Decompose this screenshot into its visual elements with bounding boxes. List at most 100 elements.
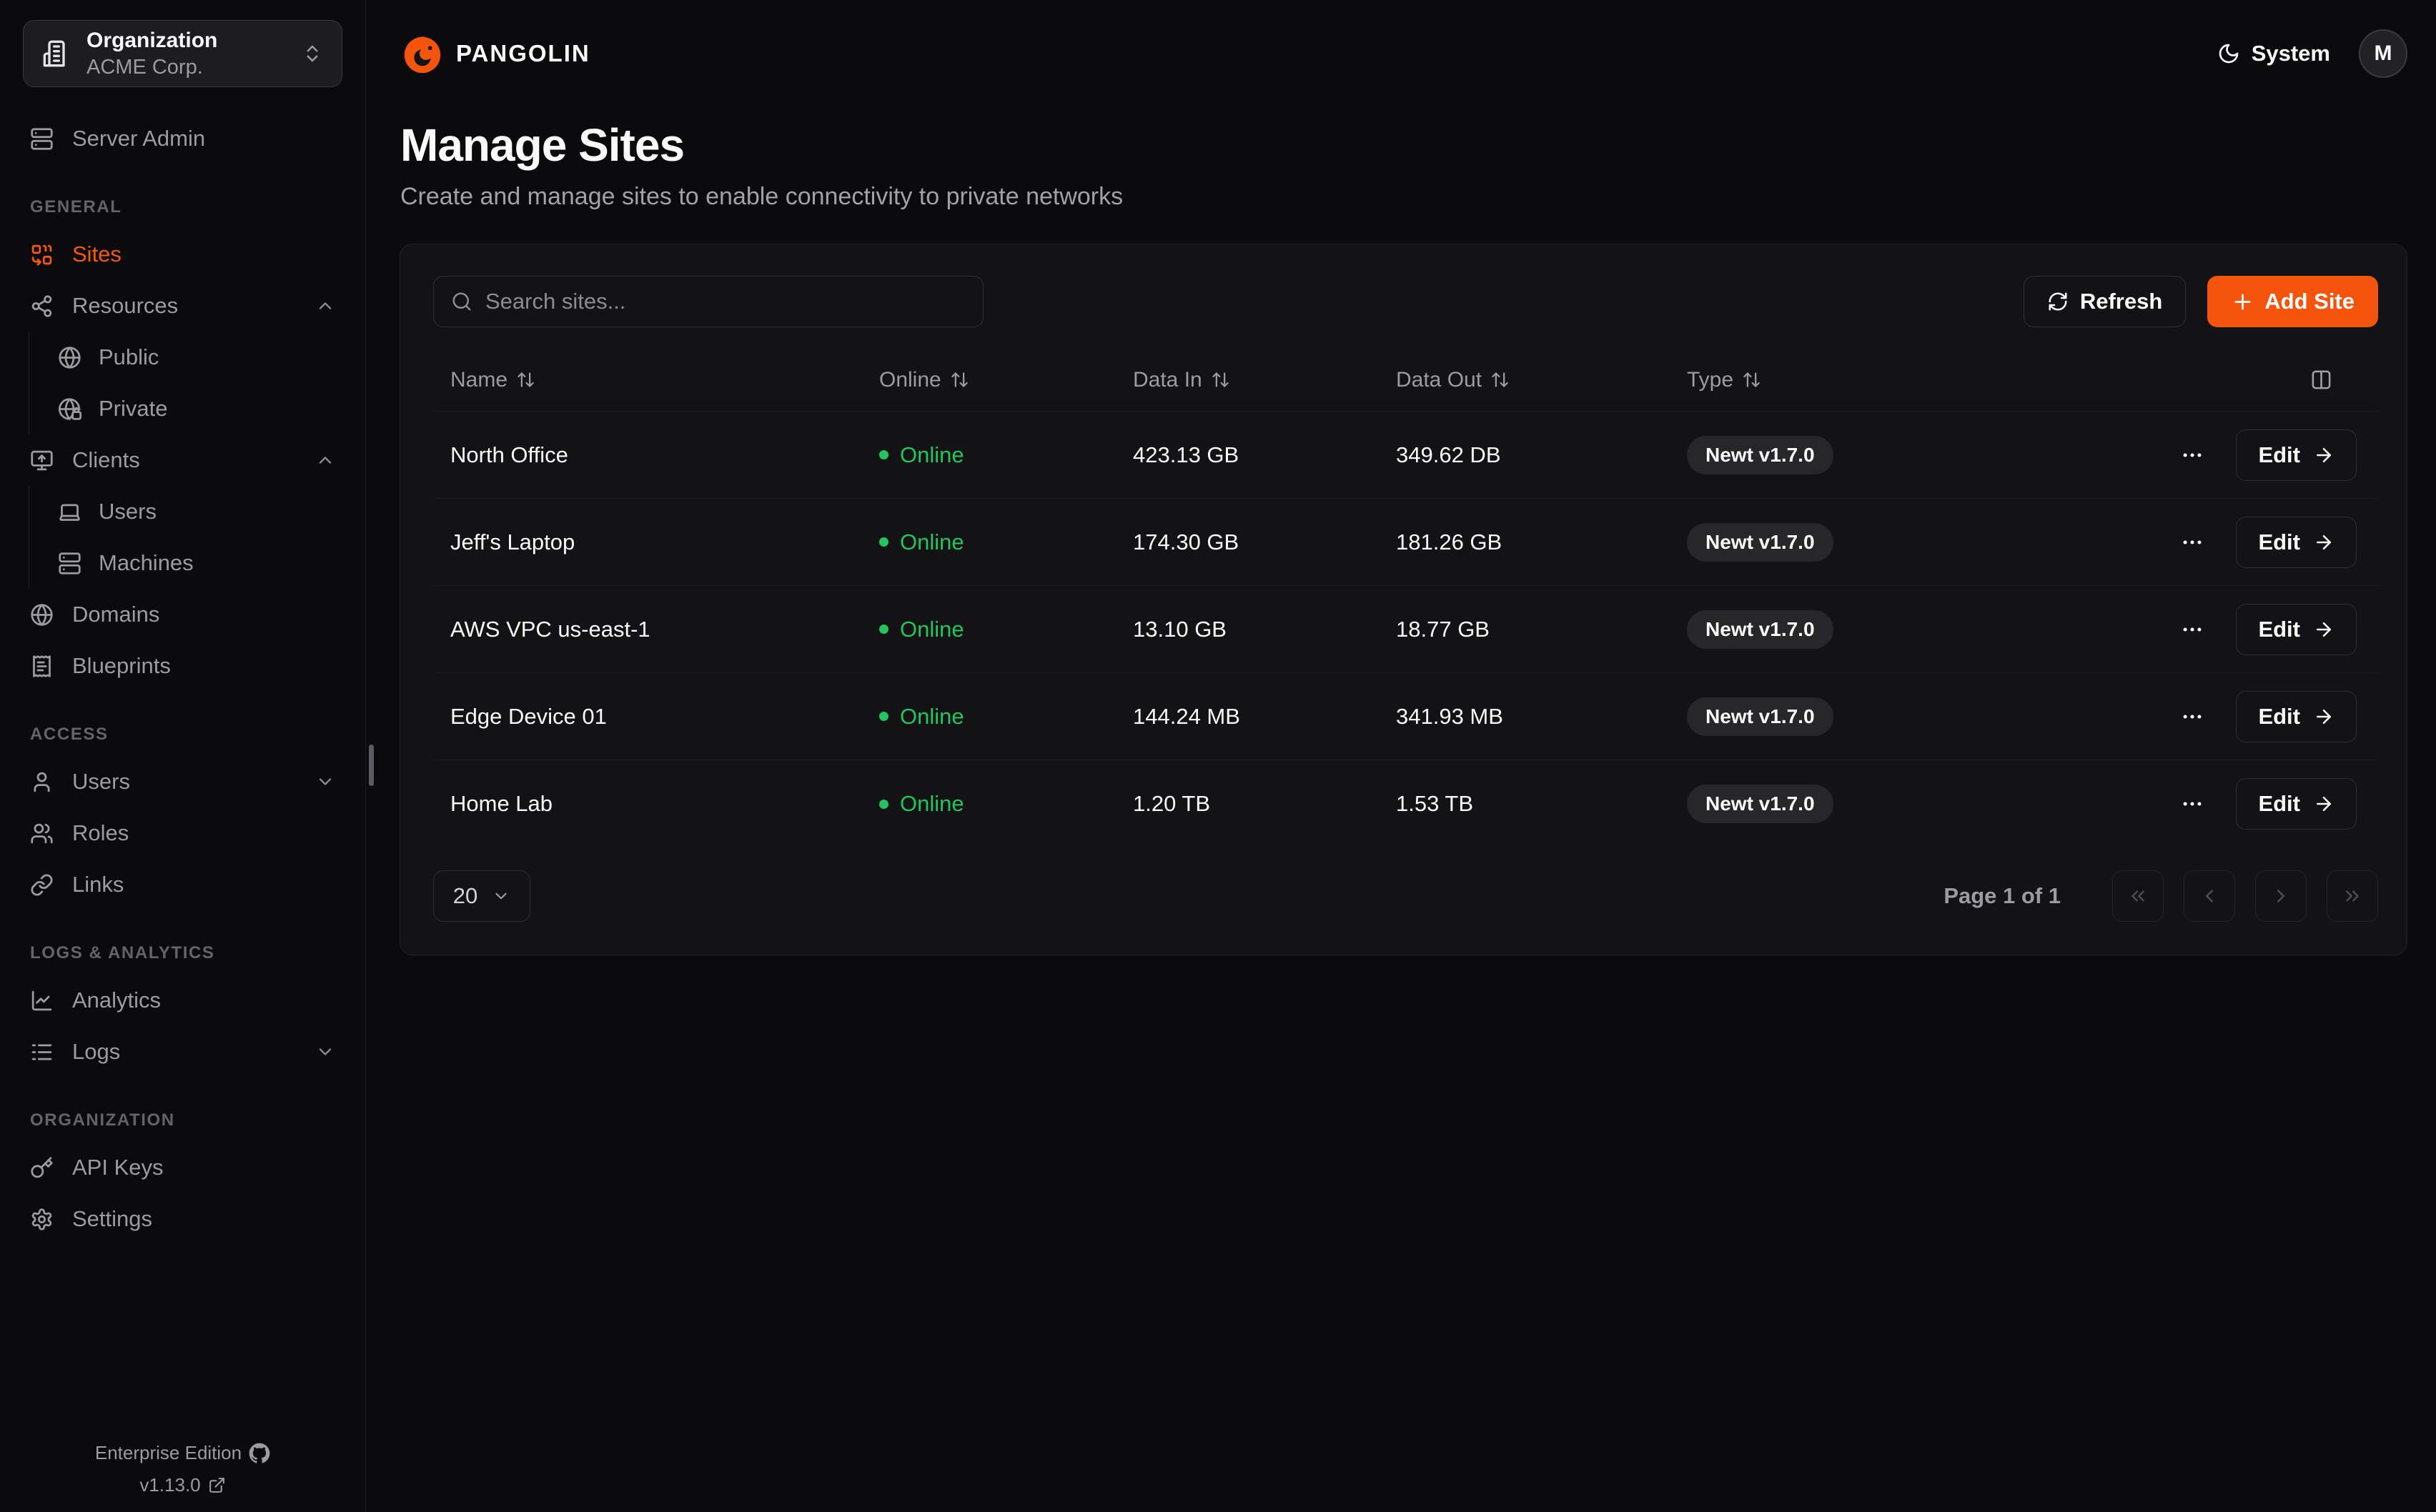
org-switcher-value: ACME Corp. <box>86 55 203 79</box>
chevron-down-icon <box>319 1048 332 1055</box>
site-type-badge: Newt v1.7.0 <box>1687 522 1833 562</box>
chevron-right-icon <box>2277 890 2284 902</box>
sites-card: Refresh Add Site Name <box>400 244 2407 955</box>
sidebar-item-settings[interactable]: Settings <box>14 1193 351 1245</box>
edit-button[interactable]: Edit <box>2236 778 2357 830</box>
sidebar-item-label: Sites <box>72 242 122 267</box>
sidebar-item-label: Users <box>72 769 130 794</box>
chevron-up-icon <box>319 457 332 464</box>
sort-icon <box>1743 372 1760 387</box>
table-header-row: Name Online Data In <box>433 349 2378 412</box>
site-name: Jeff's Laptop <box>450 529 575 554</box>
edit-button[interactable]: Edit <box>2236 603 2357 655</box>
site-status: Online <box>862 617 1116 642</box>
clients-subnav: Users Machines <box>29 486 351 589</box>
chevron-up-icon <box>319 302 332 309</box>
sidebar-item-users[interactable]: Users <box>14 756 351 807</box>
avatar-initial: M <box>2374 41 2392 65</box>
pagination: Page 1 of 1 <box>1944 870 2378 922</box>
row-menu-button[interactable] <box>2180 530 2204 554</box>
refresh-button[interactable]: Refresh <box>2023 276 2187 327</box>
moon-icon <box>2219 44 2239 64</box>
sidebar-item-label: Settings <box>72 1206 153 1231</box>
section-label-logs-analytics: LOGS & ANALYTICS <box>30 943 215 963</box>
sidebar-item-sites[interactable]: Sites <box>14 229 351 280</box>
site-name: Edge Device 01 <box>450 703 607 729</box>
column-header-name[interactable]: Name <box>433 368 862 392</box>
site-data-out: 18.77 GB <box>1396 616 1490 642</box>
sidebar-item-label: Resources <box>72 293 179 318</box>
combine-icon <box>31 244 52 266</box>
online-dot <box>879 450 888 459</box>
chevrons-left-icon <box>2132 890 2144 902</box>
user-avatar[interactable]: M <box>2359 29 2407 78</box>
sidebar-item-public[interactable]: Public <box>41 332 351 383</box>
next-page-button[interactable] <box>2255 870 2307 922</box>
sidebar-item-label: Links <box>72 872 124 897</box>
sidebar-item-server-admin[interactable]: Server Admin <box>14 113 351 164</box>
section-label-general: GENERAL <box>30 197 122 217</box>
sidebar-item-label: Machines <box>99 550 194 575</box>
sort-icon <box>1492 372 1508 387</box>
sidebar-item-api-keys[interactable]: API Keys <box>14 1142 351 1193</box>
edit-button[interactable]: Edit <box>2236 429 2357 481</box>
resources-subnav: Public Private <box>29 332 351 434</box>
table-row: Home Lab Online 1.20 TB 1.53 TB Newt v1.… <box>433 760 2378 847</box>
row-menu-button[interactable] <box>2180 792 2204 816</box>
row-menu-button[interactable] <box>2180 617 2204 642</box>
online-dot <box>879 537 888 547</box>
row-menu-button[interactable] <box>2180 705 2204 729</box>
sidebar-resize-handle[interactable] <box>369 745 374 786</box>
globe-lock-icon <box>59 397 81 420</box>
column-header-data-in[interactable]: Data In <box>1116 368 1379 392</box>
page-size-select[interactable]: 20 <box>433 870 530 922</box>
column-header-online[interactable]: Online <box>862 368 1116 392</box>
add-site-button[interactable]: Add Site <box>2207 276 2378 327</box>
sidebar-item-domains[interactable]: Domains <box>14 589 351 640</box>
sidebar-item-analytics[interactable]: Analytics <box>14 975 351 1026</box>
github-icon[interactable] <box>249 1443 270 1464</box>
users-icon <box>31 823 53 843</box>
refresh-label: Refresh <box>2079 289 2163 314</box>
sidebar-item-logs[interactable]: Logs <box>14 1026 351 1078</box>
sidebar-item-links[interactable]: Links <box>14 859 351 910</box>
sidebar-item-label: Server Admin <box>72 126 206 151</box>
columns-icon[interactable] <box>2310 369 2332 391</box>
column-header-data-out[interactable]: Data Out <box>1379 368 1670 392</box>
sidebar-item-resources[interactable]: Resources <box>14 280 351 332</box>
sidebar-item-label: Logs <box>72 1039 121 1064</box>
table-row: North Office Online 423.13 GB 349.62 DB … <box>433 412 2378 499</box>
add-site-label: Add Site <box>2264 289 2355 314</box>
last-page-button[interactable] <box>2327 870 2378 922</box>
sidebar-item-roles[interactable]: Roles <box>14 807 351 859</box>
sidebar-item-blueprints[interactable]: Blueprints <box>14 640 351 692</box>
prev-page-button[interactable] <box>2184 870 2235 922</box>
edit-button[interactable]: Edit <box>2236 516 2357 568</box>
row-menu-button[interactable] <box>2180 443 2204 467</box>
sidebar-item-private[interactable]: Private <box>41 383 351 434</box>
plus-icon <box>2234 294 2251 309</box>
page-header: Manage Sites Create and manage sites to … <box>366 107 2436 211</box>
site-status: Online <box>862 791 1116 817</box>
first-page-button[interactable] <box>2112 870 2164 922</box>
sidebar-item-client-users[interactable]: Users <box>41 486 351 537</box>
sidebar-item-clients[interactable]: Clients <box>14 434 351 486</box>
sidebar-item-machines[interactable]: Machines <box>41 537 351 589</box>
sidebar-item-label: Analytics <box>72 988 162 1013</box>
org-switcher[interactable]: Organization ACME Corp. <box>23 20 342 87</box>
search-input[interactable] <box>485 289 966 314</box>
site-data-out: 341.93 MB <box>1396 703 1503 729</box>
theme-toggle[interactable]: System <box>2217 41 2330 66</box>
sidebar-footer: Enterprise Edition v1.13.0 <box>0 1442 365 1496</box>
site-name: North Office <box>450 442 568 467</box>
edit-button[interactable]: Edit <box>2236 690 2357 742</box>
version-label[interactable]: v1.13.0 <box>139 1474 201 1496</box>
brand-logo[interactable]: PANGOLIN <box>400 31 590 76</box>
sidebar-item-label: Domains <box>72 602 160 627</box>
site-data-in: 13.10 GB <box>1133 616 1227 642</box>
column-header-type[interactable]: Type <box>1670 368 2149 392</box>
site-type-badge: Newt v1.7.0 <box>1687 697 1833 736</box>
building-icon <box>43 40 65 67</box>
site-status: Online <box>862 704 1116 730</box>
chevron-left-icon <box>2206 890 2213 902</box>
